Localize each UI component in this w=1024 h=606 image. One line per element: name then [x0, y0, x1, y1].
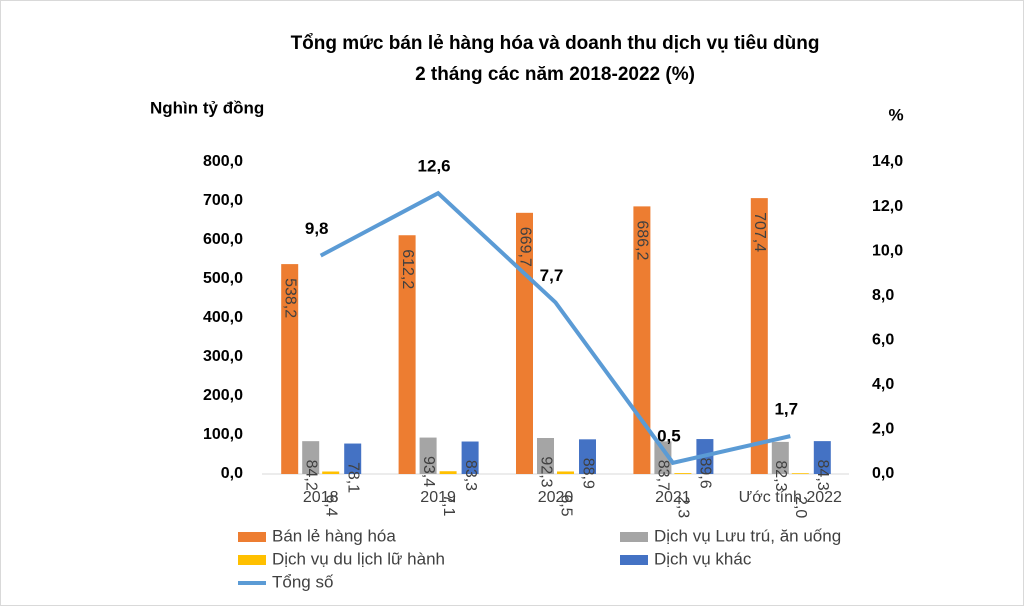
bar-value-label: 538,2: [281, 278, 298, 318]
bar-value-label: 686,2: [634, 220, 651, 260]
y-tick-label: 600,0: [203, 231, 243, 248]
legend-swatch: [238, 532, 266, 542]
bar: [461, 441, 479, 474]
legend-label: Dịch vụ khác: [654, 549, 752, 568]
bar: [322, 471, 340, 474]
y2-axis-label: %: [888, 105, 903, 124]
bar-value-label: 83,3: [462, 460, 479, 491]
bar-value-label: 83,7: [655, 460, 672, 491]
y-tick-label: 300,0: [203, 348, 243, 365]
y2-tick-label: 0,0: [872, 465, 894, 482]
bar: [344, 443, 362, 474]
bar: [398, 235, 416, 474]
bar-value-label: 84,2: [302, 460, 319, 491]
legend-label: Dịch vụ Lưu trú, ăn uống: [654, 526, 841, 545]
x-tick-label: 2021: [655, 489, 691, 506]
bar-value-label: 612,2: [399, 249, 416, 289]
legend-swatch: [620, 532, 648, 542]
y-tick-label: 700,0: [203, 192, 243, 209]
y2-tick-label: 6,0: [872, 332, 894, 349]
bar: [537, 438, 554, 474]
bar: [579, 439, 596, 474]
legend-label: Dịch vụ du lịch lữ hành: [272, 549, 445, 568]
bar: [439, 471, 457, 474]
bar: [771, 441, 789, 474]
bar-value-label: 88,9: [579, 458, 596, 489]
y-tick-label: 400,0: [203, 309, 243, 326]
bar-value-label: 78,1: [344, 462, 361, 493]
legend-label: Tổng số: [272, 572, 334, 591]
bar-value-label: 6,5: [557, 494, 574, 516]
bar-value-label: 7,1: [440, 494, 457, 516]
bar: [419, 437, 437, 474]
x-tick-label: 2020: [538, 489, 574, 506]
chart-title: 2 tháng các năm 2018-2022 (%): [415, 64, 695, 85]
legend-label: Bán lẻ hàng hóa: [272, 526, 396, 545]
legend-swatch: [620, 555, 648, 565]
line-value-label: 0,5: [657, 426, 681, 445]
y2-tick-label: 12,0: [872, 198, 903, 215]
bar: [302, 441, 320, 474]
line-value-label: 9,8: [305, 219, 329, 238]
bar-value-label: 2,3: [675, 496, 692, 518]
y-tick-label: 500,0: [203, 270, 243, 287]
bar-value-label: 82,3: [772, 460, 789, 491]
bar-value-label: 92,3: [537, 456, 554, 487]
x-tick-label: 2019: [420, 489, 456, 506]
legend-swatch: [238, 555, 266, 565]
y-axis-label: Nghìn tỷ đồng: [150, 98, 264, 117]
bar: [750, 198, 768, 474]
line: [319, 190, 791, 466]
y2-tick-label: 4,0: [872, 376, 894, 393]
line-value-label: 12,6: [418, 157, 451, 176]
y-tick-label: 0,0: [221, 465, 243, 482]
y2-tick-label: 2,0: [872, 421, 894, 438]
x-tick-label: 2018: [303, 489, 339, 506]
bar-value-label: 84,3: [814, 460, 831, 491]
bar: [281, 264, 299, 474]
chart-title: Tổng mức bán lẻ hàng hóa và doanh thu dị…: [291, 33, 820, 54]
bar-value-label: 6,4: [322, 494, 339, 516]
y-tick-label: 800,0: [203, 153, 243, 170]
bar-value-label: 89,6: [697, 457, 714, 488]
y-tick-label: 200,0: [203, 387, 243, 404]
y2-tick-label: 14,0: [872, 153, 903, 170]
bar: [791, 473, 809, 474]
bar: [654, 441, 672, 474]
line-value-label: 7,7: [540, 266, 564, 285]
x-tick-label: Ước tính 2022: [739, 489, 842, 506]
bar-value-label: 669,7: [516, 227, 533, 267]
bar: [674, 473, 692, 474]
y2-tick-label: 8,0: [872, 287, 894, 304]
bar: [813, 441, 831, 474]
bar: [557, 471, 574, 474]
y-tick-label: 100,0: [203, 426, 243, 443]
y2-tick-label: 10,0: [872, 242, 903, 259]
bar-value-label: 2,0: [792, 496, 809, 518]
bar: [633, 206, 651, 474]
bar-value-label: 93,4: [420, 456, 437, 487]
bar-value-label: 707,4: [751, 212, 768, 252]
line-value-label: 1,7: [774, 400, 798, 419]
